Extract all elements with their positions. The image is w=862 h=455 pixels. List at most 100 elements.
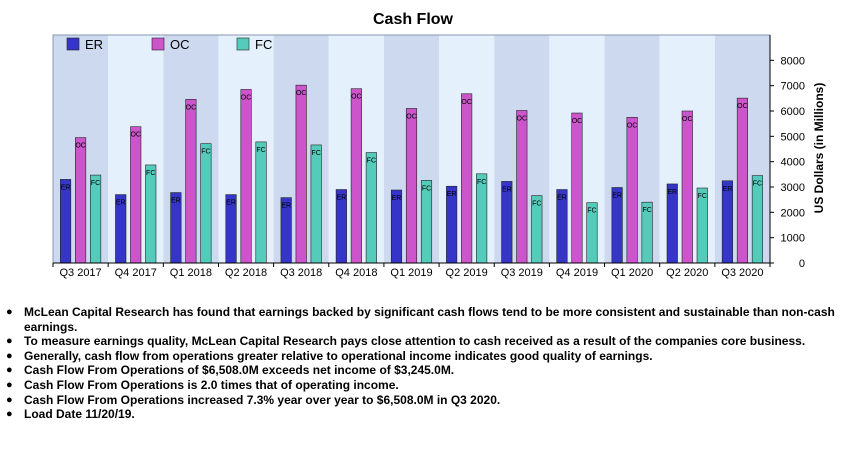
bar-fc: [365, 152, 377, 264]
bar-oc: [571, 112, 583, 264]
bar-label-oc: OC: [682, 116, 693, 123]
bar-oc: [350, 88, 362, 264]
bar-oc: [516, 110, 528, 264]
bar-label-oc: OC: [75, 143, 86, 150]
x-tick-label: Q3 2017: [59, 267, 101, 279]
x-tick-label: Q3 2020: [721, 267, 763, 279]
y-tick-label: 3000: [781, 182, 805, 194]
bar-label-oc: OC: [572, 118, 583, 125]
x-tick-label: Q4 2019: [556, 267, 598, 279]
note-text: Cash Flow From Operations increased 7.3%…: [24, 392, 501, 407]
bar-fc: [90, 174, 102, 264]
bar-oc: [130, 126, 142, 264]
bar-label-fc: FC: [256, 147, 265, 154]
x-tick-label: Q2 2019: [446, 267, 488, 279]
bullet-icon: ●: [6, 364, 13, 377]
x-tick-label: Q1 2018: [170, 267, 212, 279]
bar-label-oc: OC: [296, 90, 307, 97]
bar-label-fc: FC: [312, 150, 321, 157]
bar-oc: [626, 117, 638, 264]
x-tick-label: Q4 2018: [335, 267, 377, 279]
axes: 0 1000 2000 3000 4000 5000 6000 7000 8000 Q3 2017…: [52, 35, 805, 279]
bar-label-er: ER: [61, 184, 71, 191]
bar-oc: [681, 110, 693, 264]
y-tick-label: 1000: [781, 233, 805, 245]
bar-label-er: ER: [281, 203, 291, 210]
x-tick-label: Q3 2019: [501, 267, 543, 279]
bar-fc: [310, 144, 322, 264]
bar-label-fc: FC: [477, 179, 486, 186]
bar-label-oc: OC: [737, 103, 748, 110]
note-item: ● To measure earnings quality, McLean Cap…: [6, 334, 856, 349]
y-tick-label: 5000: [781, 131, 805, 143]
legend-swatch-fc: [236, 37, 250, 51]
bar-oc: [295, 84, 307, 264]
bar-label-oc: OC: [351, 94, 362, 101]
note-text: Cash Flow From Operations is 2.0 times t…: [24, 377, 399, 392]
bar-fc: [751, 175, 763, 264]
x-tick-label: Q1 2020: [611, 267, 653, 279]
note-item: ● Generally, cash flow from operations gr…: [6, 349, 856, 364]
bar-label-fc: FC: [146, 170, 155, 177]
note-text: McLean Capital Research has found that e…: [24, 305, 835, 334]
bar-marks: ER ER ER ER ER ER ER ER ER ER ER ER ER OC OC OC OC OC OC OC…: [60, 84, 763, 264]
bar-fc: [476, 173, 488, 264]
bar-label-er: ER: [226, 200, 236, 207]
bar-label-fc: FC: [587, 208, 596, 215]
bar-label-er: ER: [171, 198, 181, 205]
y-tick-label: 4000: [781, 157, 805, 169]
note-item: ● Cash Flow From Operations increased 7.3…: [6, 393, 856, 408]
bar-label-er: ER: [723, 186, 733, 193]
note-item: ● McLean Capital Research has found that …: [6, 305, 856, 334]
bar-label-oc: OC: [406, 113, 417, 120]
bar-label-oc: OC: [130, 132, 141, 139]
bar-label-oc: OC: [517, 115, 528, 122]
bar-label-oc: OC: [461, 99, 472, 106]
note-item: ● Load Date 11/20/19.: [6, 407, 856, 422]
bullet-icon: ●: [6, 306, 13, 318]
bar-fc: [420, 180, 433, 264]
bar-label-er: ER: [336, 195, 346, 202]
bullet-icon: ●: [6, 393, 13, 406]
note-text: Generally, cash flow from operations gre…: [24, 348, 653, 363]
bar-label-fc: FC: [753, 181, 762, 188]
bar-fc: [200, 143, 212, 264]
bar-label-fc: FC: [532, 201, 541, 208]
chart-title: Cash Flow: [373, 11, 454, 28]
legend-label-oc: OC: [170, 37, 190, 52]
legend-label-er: ER: [85, 37, 103, 52]
bar-label-fc: FC: [91, 180, 100, 187]
note-text: To measure earnings quality, McLean Capi…: [24, 334, 806, 349]
bar-fc: [255, 141, 267, 264]
bar-label-oc: OC: [186, 104, 197, 111]
bar-label-er: ER: [392, 195, 402, 202]
bar-oc: [75, 137, 87, 264]
bullet-icon: ●: [6, 349, 13, 362]
notes-list: ● McLean Capital Research has found that …: [6, 305, 856, 422]
bar-label-er: ER: [502, 186, 512, 193]
bar-er: [501, 181, 513, 264]
y-tick-label: 2000: [781, 207, 805, 219]
y-tick-label: 6000: [781, 106, 805, 118]
bar-er: [60, 179, 72, 264]
legend-swatch-er: [66, 37, 80, 51]
x-tick-label: Q2 2018: [225, 267, 267, 279]
bar-fc: [145, 164, 157, 264]
x-tick-label: Q4 2017: [115, 267, 157, 279]
note-text: Load Date 11/20/19.: [24, 407, 135, 422]
bar-oc: [736, 97, 748, 264]
bar-label-er: ER: [667, 189, 677, 196]
bar-oc: [461, 93, 473, 264]
note-text: Cash Flow From Operations of $6,508.0M e…: [24, 363, 455, 378]
bullet-icon: ●: [6, 408, 13, 421]
note-item: ● Cash Flow From Operations is 2.0 times …: [6, 378, 856, 393]
bar-oc: [240, 89, 252, 264]
x-tick-label: Q2 2020: [666, 267, 708, 279]
bar-label-er: ER: [612, 193, 622, 200]
y-tick-label: 8000: [781, 55, 805, 67]
bar-label-oc: OC: [241, 94, 252, 101]
bar-label-oc: OC: [627, 122, 638, 129]
legend-swatch-oc: [151, 37, 165, 51]
bar-label-fc: FC: [201, 149, 210, 156]
y-tick-label: 7000: [781, 81, 805, 93]
